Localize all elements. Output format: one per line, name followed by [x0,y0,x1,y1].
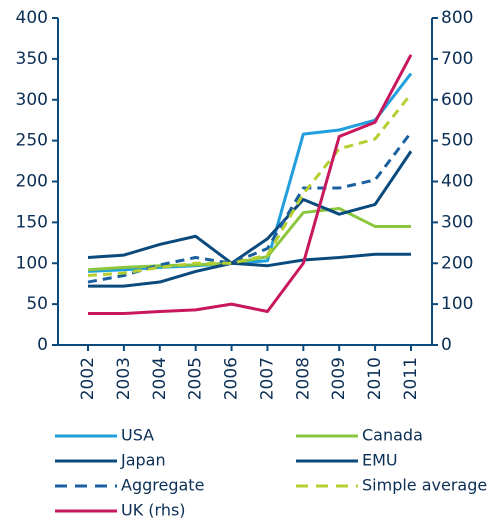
y-tick-label: 300 [16,90,48,110]
series-line [88,54,413,316]
y2-tick-label: 800 [441,8,473,28]
y-tick-label: 50 [26,294,48,314]
x-tick-label: 2003 [114,357,134,400]
series-line [87,131,413,284]
y-tick-label: 100 [16,253,48,273]
y2-tick-label: 100 [441,294,473,314]
y-tick-label: 0 [37,335,48,355]
legend-label: Canada [362,426,423,445]
x-tick-label: 2004 [150,357,170,400]
y2-tick-label: 600 [441,90,473,110]
series-line [87,93,413,278]
x-tick-label: 2010 [365,357,385,400]
legend-label: EMU [362,451,398,470]
y2-tick-label: 200 [441,253,473,273]
y2-tick-label: 700 [441,49,473,69]
legend-label: Japan [120,451,166,470]
y2-tick-label: 400 [441,172,473,192]
x-tick-label: 2007 [257,357,277,400]
legend-label: Aggregate [121,476,204,495]
y-tick-label: 400 [16,8,48,28]
x-tick-label: 2002 [78,357,98,400]
legend-label: UK (rhs) [121,501,186,520]
x-tick-label: 2009 [329,357,349,400]
y2-tick-label: 300 [441,212,473,232]
y-tick-label: 200 [16,172,48,192]
series-line [88,150,413,288]
y-tick-label: 350 [16,49,48,69]
series-line [87,72,413,273]
y2-tick-label: 0 [441,335,452,355]
x-tick-label: 2008 [293,357,313,400]
y-tick-label: 250 [16,131,48,151]
legend-label: Simple average [362,476,487,495]
x-tick-label: 2005 [186,357,206,400]
x-tick-label: 2006 [222,357,242,400]
legend-label: USA [121,426,154,445]
y2-tick-label: 500 [441,131,473,151]
series-line [87,234,411,268]
y-tick-label: 150 [16,212,48,232]
x-tick-label: 2011 [401,357,421,400]
series-line [87,206,411,272]
